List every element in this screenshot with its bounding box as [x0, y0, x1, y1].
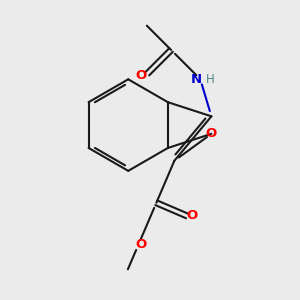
Text: O: O [187, 209, 198, 222]
Text: N: N [191, 73, 202, 85]
Text: O: O [136, 69, 147, 82]
Text: H: H [206, 73, 215, 85]
Text: O: O [135, 238, 146, 251]
Text: O: O [206, 127, 217, 140]
